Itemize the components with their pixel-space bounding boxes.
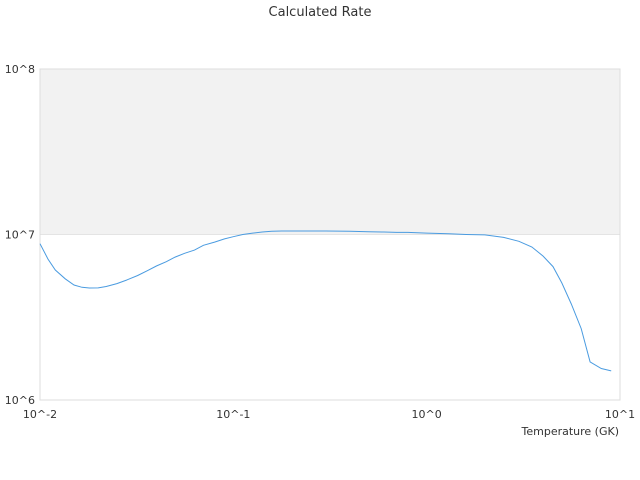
series-layer (39, 230, 612, 372)
plot-area (39, 68, 621, 401)
x-axis-ticks: 10^-2 10^-1 10^0 10^1 (23, 408, 635, 421)
y-tick-label: 10^6 (5, 394, 35, 407)
shaded-band (40, 69, 620, 235)
x-tick-label: 10^0 (412, 408, 442, 421)
x-tick-label: 10^1 (605, 408, 635, 421)
series-line (39, 230, 612, 372)
x-tick-label: 10^-1 (216, 408, 250, 421)
chart-title: Calculated Rate (269, 5, 372, 20)
x-axis-label: Temperature (GK) (521, 425, 620, 438)
y-tick-label: 10^8 (5, 63, 35, 76)
y-tick-label: 10^7 (5, 229, 35, 242)
x-tick-label: 10^-2 (23, 408, 57, 421)
y-axis-ticks: 10^6 10^7 10^8 (5, 63, 35, 407)
